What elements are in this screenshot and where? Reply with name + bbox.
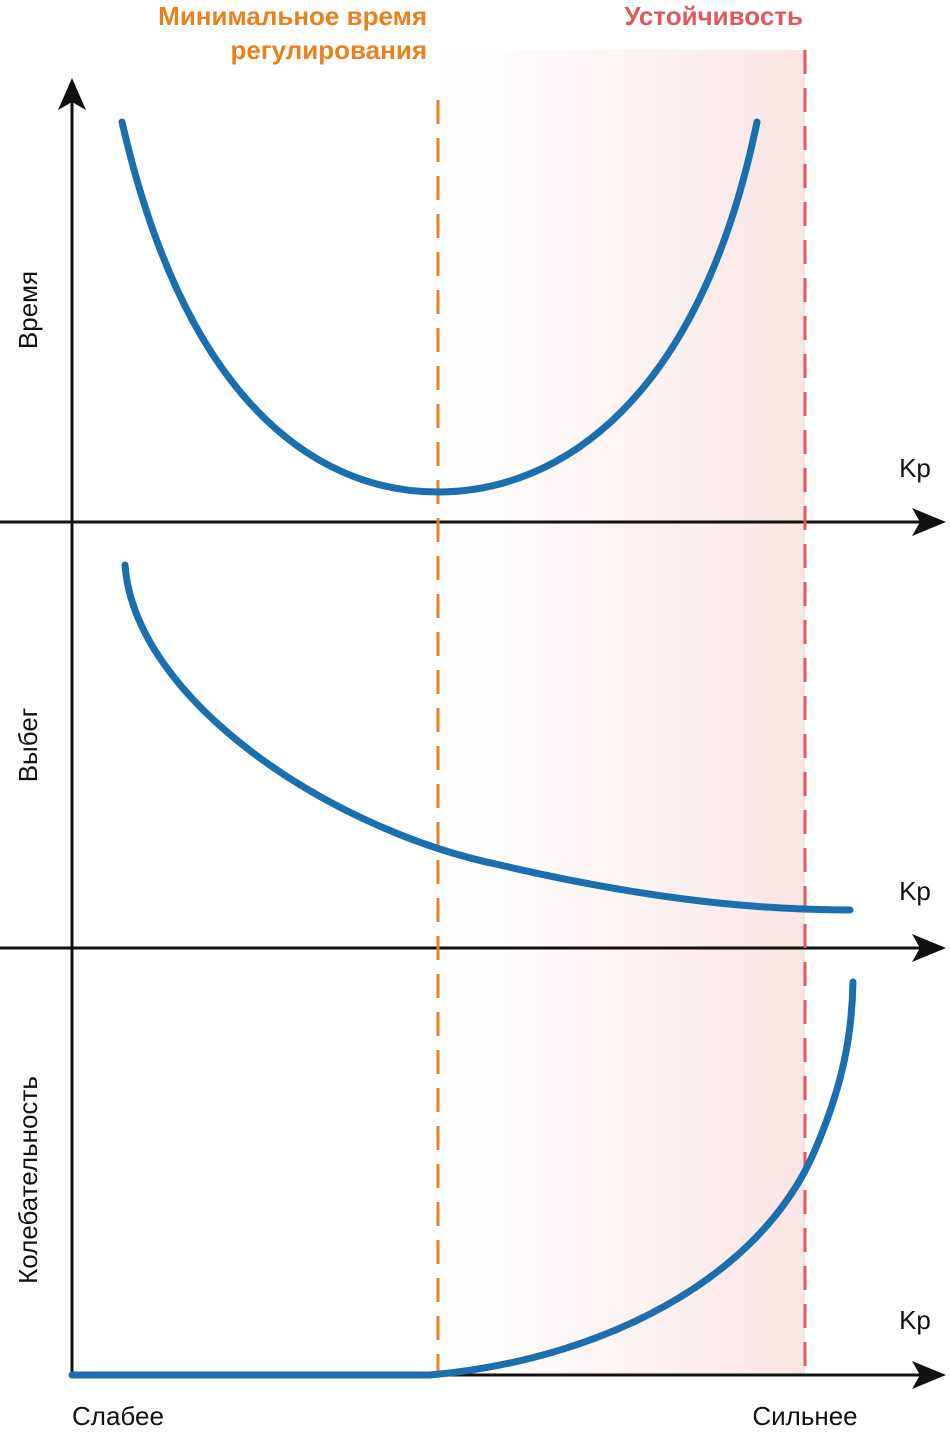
x-label: Kp [899, 876, 931, 906]
x-axis-left: Слабее [72, 1401, 164, 1431]
time-curve [118, 118, 761, 496]
y-label: Колебательность [13, 1076, 43, 1284]
x-label: Kp [899, 453, 931, 483]
annotation: Минимальное время [158, 1, 427, 31]
overshoot-curve [121, 561, 854, 914]
annotation: регулирования [230, 35, 427, 65]
y-label: Выбег [13, 708, 43, 783]
x-label: Kp [899, 1305, 931, 1335]
x-arrow [912, 508, 946, 536]
stability-zone [438, 50, 805, 1375]
x-axis-right: Сильнее [752, 1401, 857, 1431]
y-arrow [58, 78, 86, 110]
annotation: Устойчивость [624, 1, 803, 31]
x-arrow [912, 1361, 946, 1389]
y-label: Время [13, 271, 43, 349]
oscillation-curve [68, 978, 857, 1379]
x-arrow [912, 934, 946, 962]
